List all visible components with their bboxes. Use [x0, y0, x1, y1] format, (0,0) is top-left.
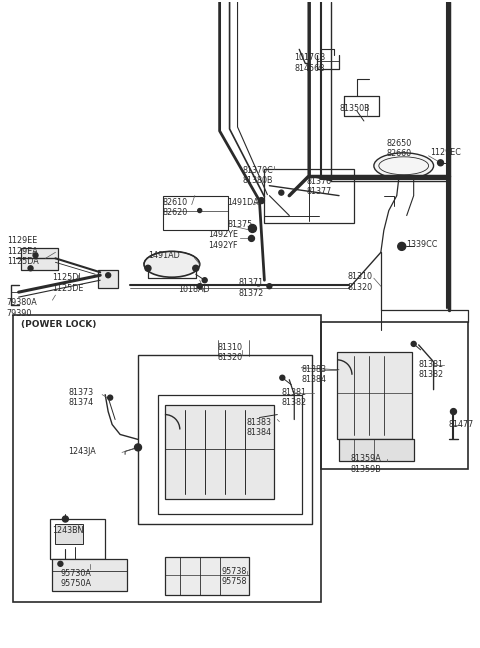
Text: 95730A
95750A: 95730A 95750A	[60, 569, 91, 588]
Circle shape	[249, 224, 256, 233]
Circle shape	[267, 284, 272, 288]
Text: 1491DA: 1491DA	[228, 198, 259, 207]
Text: 1243BN: 1243BN	[52, 526, 84, 535]
Text: 81375: 81375	[228, 220, 253, 229]
Circle shape	[202, 278, 207, 283]
Circle shape	[411, 341, 416, 347]
Bar	[50, 519, 105, 559]
Circle shape	[145, 265, 151, 272]
Text: 81359A
81359B: 81359A 81359B	[351, 454, 382, 474]
Circle shape	[451, 409, 456, 415]
Circle shape	[106, 273, 111, 278]
Bar	[52, 559, 127, 591]
Bar	[165, 557, 250, 595]
Circle shape	[438, 160, 444, 166]
Circle shape	[197, 284, 202, 288]
Text: 81310
81320: 81310 81320	[217, 343, 243, 362]
Text: 95738
95758: 95738 95758	[222, 567, 247, 586]
Text: 81373
81374: 81373 81374	[68, 388, 94, 407]
Circle shape	[198, 209, 202, 213]
Circle shape	[134, 444, 142, 451]
Text: 81350B: 81350B	[339, 104, 370, 113]
Bar	[55, 524, 84, 544]
Text: 81381
81382: 81381 81382	[281, 388, 306, 407]
Bar	[264, 168, 354, 224]
Circle shape	[33, 253, 38, 258]
Bar	[158, 395, 302, 514]
Circle shape	[249, 235, 254, 242]
Text: 1492YE
1492YF: 1492YE 1492YF	[208, 231, 238, 250]
Bar	[163, 196, 228, 231]
Text: 1018AD: 1018AD	[178, 285, 209, 294]
Text: 81310
81320: 81310 81320	[348, 272, 373, 292]
Bar	[337, 352, 412, 439]
Text: 82610
82620: 82610 82620	[163, 198, 188, 217]
Circle shape	[62, 516, 68, 522]
Text: 81381
81382: 81381 81382	[419, 360, 444, 379]
Text: (POWER LOCK): (POWER LOCK)	[21, 320, 96, 329]
Circle shape	[58, 561, 63, 566]
Bar	[138, 355, 312, 524]
Bar	[98, 270, 118, 288]
Text: 1339CC: 1339CC	[406, 240, 437, 249]
Text: 1125DL
1125DE: 1125DL 1125DE	[52, 273, 84, 293]
Ellipse shape	[374, 153, 433, 179]
Circle shape	[279, 190, 284, 195]
Circle shape	[193, 265, 199, 272]
Text: 81376
81377: 81376 81377	[306, 177, 332, 196]
Text: 81370C
81380B: 81370C 81380B	[242, 166, 273, 185]
Bar	[339, 439, 414, 461]
Text: 1243JA: 1243JA	[68, 447, 96, 456]
Circle shape	[398, 242, 406, 250]
Circle shape	[258, 198, 264, 203]
Bar	[165, 404, 275, 499]
Bar	[321, 322, 468, 469]
Text: 81383
81384: 81383 81384	[301, 365, 326, 384]
Text: 1129EC: 1129EC	[431, 148, 461, 157]
Text: 81383
81384: 81383 81384	[247, 417, 272, 437]
Text: 1491AD: 1491AD	[148, 251, 180, 260]
Text: 81477: 81477	[448, 419, 474, 428]
Text: 79380A
79390: 79380A 79390	[7, 298, 37, 318]
Text: 1017CB
81456B: 1017CB 81456B	[294, 53, 325, 73]
Circle shape	[28, 266, 33, 271]
Text: 81371
81372: 81371 81372	[239, 278, 264, 297]
Text: 1129EE
1129EA
1125DA: 1129EE 1129EA 1125DA	[7, 237, 38, 266]
Bar	[21, 248, 59, 270]
Text: 82650
82660: 82650 82660	[387, 139, 412, 158]
Circle shape	[108, 395, 113, 400]
Ellipse shape	[144, 251, 200, 277]
Circle shape	[280, 375, 285, 380]
Bar	[12, 315, 321, 601]
